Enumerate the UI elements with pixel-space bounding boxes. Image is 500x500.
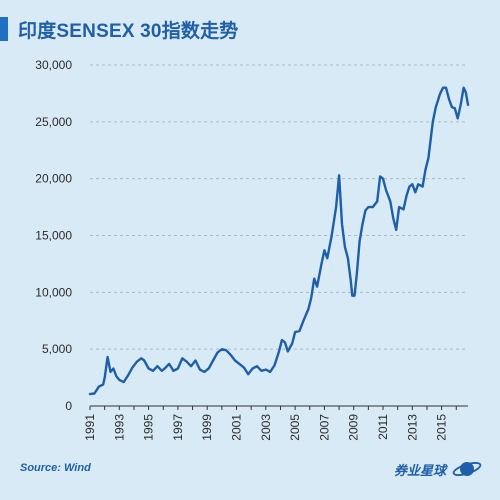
grid-layer — [90, 64, 468, 350]
x-tick-label: 2001 — [230, 414, 244, 441]
planet-icon — [452, 462, 482, 476]
series-layer — [88, 86, 470, 396]
axis-layer: 0 5,000 10,000 15,000 20,000 25,000 30,000 1991… — [35, 58, 468, 441]
title-bar: 印度SENSEX 30指数走势 — [0, 16, 239, 42]
y-tick-label: 20,000 — [35, 172, 72, 186]
y-tick-label: 0 — [65, 399, 72, 413]
x-tick-label: 2013 — [405, 414, 419, 441]
series-line — [88, 86, 470, 396]
x-tick-label: 1993 — [112, 414, 126, 441]
y-tick-label: 15,000 — [35, 229, 72, 243]
y-tick-label: 10,000 — [35, 285, 72, 299]
y-tick-label: 25,000 — [35, 115, 72, 129]
x-tick-label: 2009 — [347, 414, 361, 441]
y-tick-label: 5,000 — [42, 342, 72, 356]
x-tick-label: 2007 — [317, 414, 331, 441]
x-tick-label: 1999 — [200, 414, 214, 441]
title-accent-bar — [0, 17, 8, 41]
x-tick-label: 2011 — [376, 414, 390, 440]
x-tick-label: 1991 — [83, 414, 97, 441]
y-tick-label: 30,000 — [35, 58, 72, 72]
x-tick-label: 1997 — [171, 414, 185, 441]
x-tick-label: 2015 — [435, 414, 449, 441]
x-tick-label: 2005 — [288, 414, 302, 441]
x-tick-label: 2003 — [259, 414, 273, 441]
chart-title: 印度SENSEX 30指数走势 — [18, 20, 239, 42]
source-note: Source: Wind — [20, 462, 91, 474]
brand-name: 券业星球 — [393, 462, 446, 478]
x-tick-label: 1995 — [142, 414, 156, 441]
brand-logo: 券业星球 — [394, 458, 482, 480]
